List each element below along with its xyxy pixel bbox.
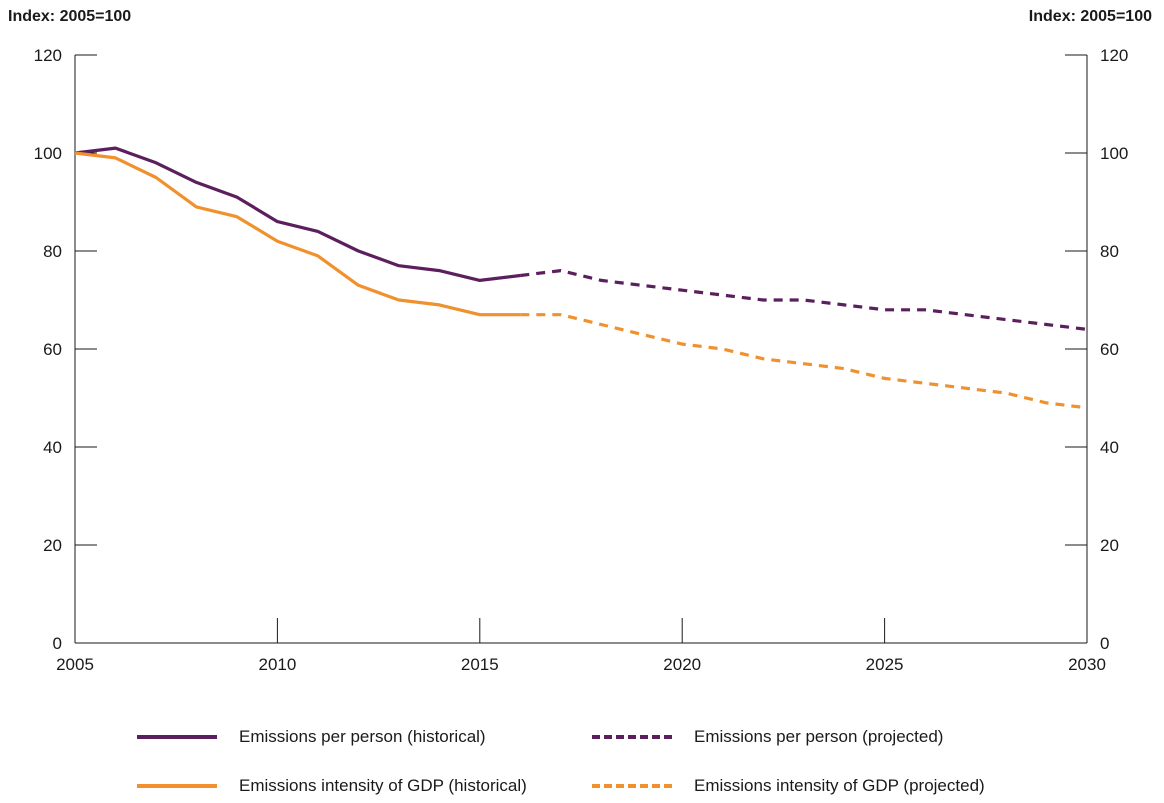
x-tick-label: 2010 (258, 655, 296, 674)
y-tick-label-right: 60 (1100, 340, 1119, 359)
y-tick-label-right: 120 (1100, 46, 1128, 65)
x-tick-label: 2025 (866, 655, 904, 674)
legend-label: Emissions intensity of GDP (historical) (239, 776, 527, 795)
x-tick-label: 2030 (1068, 655, 1106, 674)
legend-swatch-orange-solid (137, 784, 217, 788)
legend-swatch-orange-dashed (592, 784, 672, 788)
y-tick-label-right: 40 (1100, 438, 1119, 457)
y-tick-label-right: 0 (1100, 634, 1109, 653)
y-tick-label-right: 20 (1100, 536, 1119, 555)
series-line-3 (74, 151, 521, 317)
y-tick-label-left: 120 (34, 46, 62, 65)
y-tick-label-left: 60 (43, 340, 62, 359)
x-tick-label: 2005 (56, 655, 94, 674)
series-line-4 (520, 313, 1088, 410)
x-tick-label: 2015 (461, 655, 499, 674)
series-line-1 (74, 146, 521, 282)
y-tick-label-left: 100 (34, 144, 62, 163)
y-tick-label-left: 80 (43, 242, 62, 261)
x-tick-label: 2020 (663, 655, 701, 674)
y-axis-unit-left: Index: 2005=100 (8, 8, 132, 25)
y-tick-label-right: 100 (1100, 144, 1128, 163)
y-tick-label-left: 40 (43, 438, 62, 457)
legend-swatch-purple-solid (137, 735, 217, 739)
legend-label: Emissions per person (projected) (694, 727, 944, 746)
legend-item-per-person-historical: Emissions per person (historical) (137, 727, 486, 747)
y-tick-label-right: 80 (1100, 242, 1119, 261)
legend-item-gdp-projected: Emissions intensity of GDP (projected) (592, 776, 985, 796)
legend-item-per-person-projected: Emissions per person (projected) (592, 727, 943, 747)
legend-swatch-purple-dashed (592, 735, 672, 739)
series-line-2 (520, 269, 1088, 331)
y-tick-label-left: 20 (43, 536, 62, 555)
y-axis-unit-right: Index: 2005=100 (1028, 8, 1152, 25)
legend-label: Emissions per person (historical) (239, 727, 486, 746)
y-tick-label-left: 0 (53, 634, 62, 653)
legend-label: Emissions intensity of GDP (projected) (694, 776, 985, 795)
legend-item-gdp-historical: Emissions intensity of GDP (historical) (137, 776, 527, 796)
